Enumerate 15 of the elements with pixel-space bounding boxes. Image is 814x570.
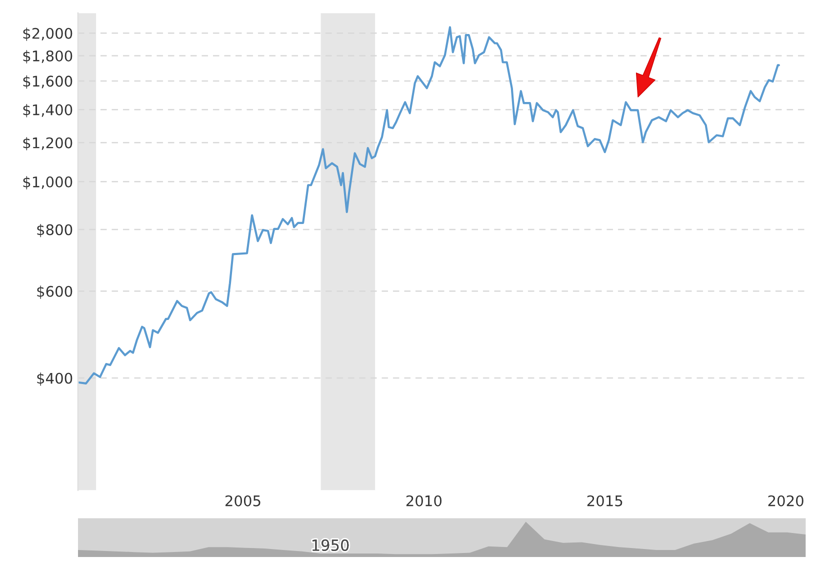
y-tick-label: $600	[37, 286, 72, 299]
y-tick-label: $1,800	[23, 50, 72, 64]
x-tick-label: 2005	[226, 495, 260, 506]
y-tick-label: $1,600	[23, 75, 72, 89]
x-tick-label: 2010	[406, 495, 442, 506]
annotation: 1950	[312, 539, 349, 551]
y-tick-label: $1,400	[23, 104, 72, 118]
y-tick-label: $800	[37, 224, 72, 238]
x-tick-label: 2015	[587, 495, 622, 506]
x-tick-label: 2020	[768, 495, 804, 506]
y-tick-label: $1,000	[23, 176, 72, 190]
y-tick-label: $2,000	[23, 28, 72, 41]
y-tick-label: $400	[37, 372, 72, 386]
y-tick-label: $1,200	[23, 137, 72, 150]
line-series	[78, 26, 780, 385]
